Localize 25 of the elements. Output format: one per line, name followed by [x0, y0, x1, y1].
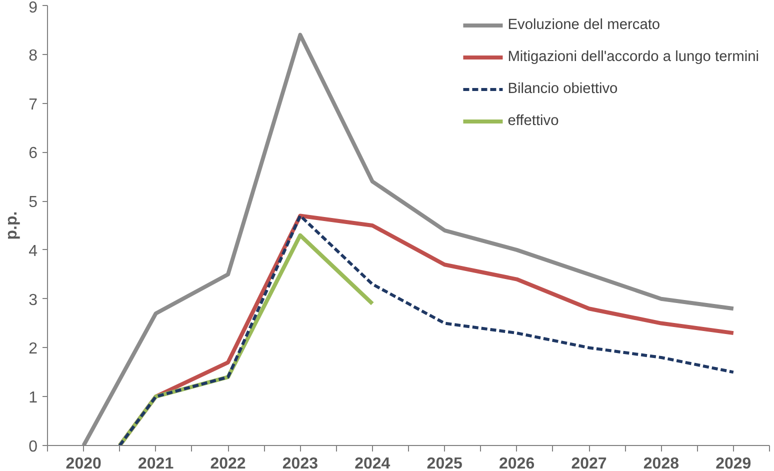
y-tick-label: 9 [28, 0, 38, 16]
legend-label: effettivo [508, 113, 559, 129]
y-tick-label: 6 [28, 145, 38, 162]
y-tick-label: 7 [28, 96, 38, 114]
y-tick-label: 5 [28, 194, 38, 212]
x-tick-label: 2020 [66, 456, 102, 471]
x-tick-label: 2024 [354, 456, 390, 471]
legend-label: Bilancio obiettivo [508, 81, 618, 97]
x-tick-label: 2028 [643, 456, 680, 471]
y-tick-label: 8 [28, 47, 38, 64]
y-tick-label: 1 [28, 390, 38, 407]
y-tick-label: 3 [28, 292, 38, 309]
x-tick-label: 2023 [282, 456, 318, 471]
y-axis-title: p.p. [4, 211, 21, 240]
x-tick-label: 2022 [210, 456, 246, 471]
x-tick-label: 2025 [426, 456, 462, 471]
x-tick-label: 2026 [499, 456, 535, 471]
legend-label: Mitigazioni dell'accordo a lungo termini [508, 49, 759, 65]
y-tick-label: 0 [28, 438, 38, 456]
y-tick-label: 2 [28, 340, 38, 358]
x-tick-label: 2021 [138, 456, 174, 471]
x-tick-label: 2029 [716, 456, 752, 471]
x-tick-label: 2027 [571, 456, 607, 471]
y-tick-label: 4 [28, 242, 38, 260]
legend-label: Evoluzione del mercato [508, 17, 660, 33]
